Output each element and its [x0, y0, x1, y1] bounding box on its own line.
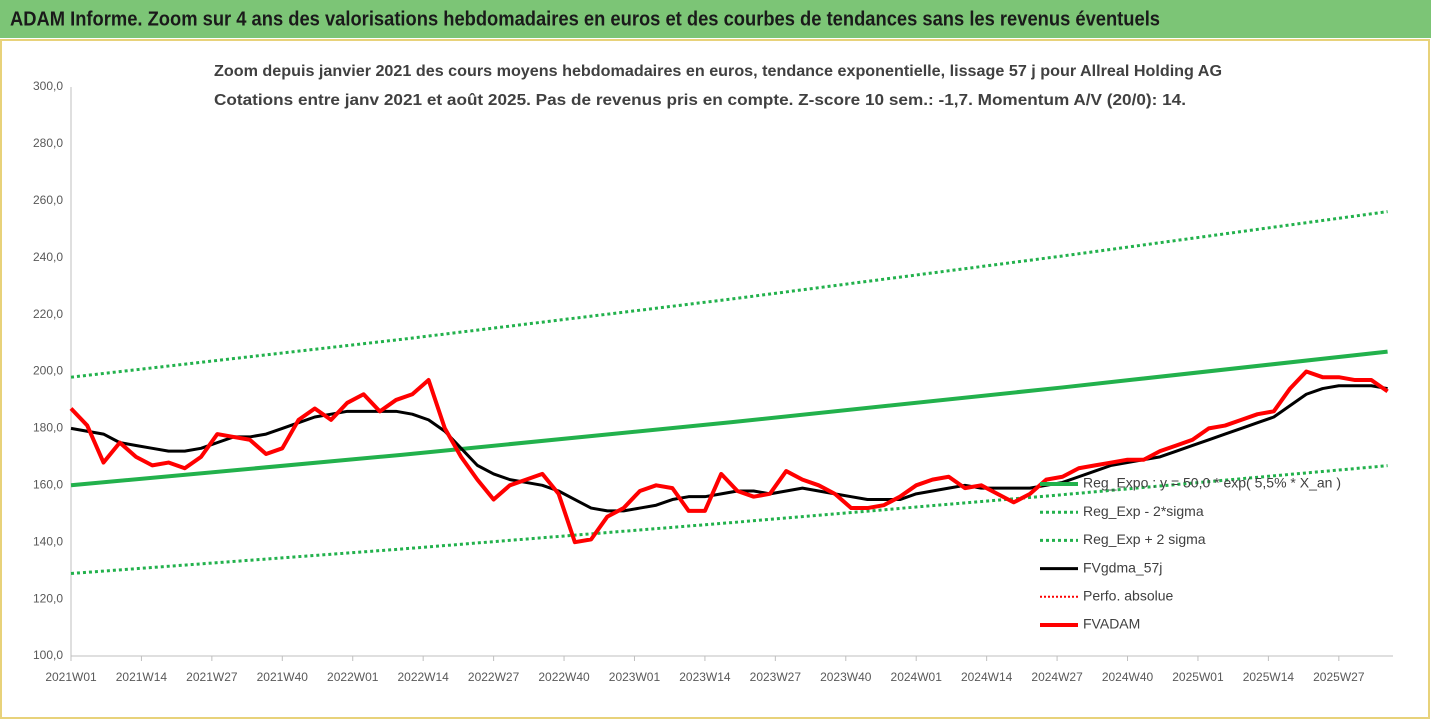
x-tick-label: 2023W14	[679, 670, 731, 684]
y-tick-label: 140,0	[33, 534, 63, 548]
chart-title: Zoom depuis janvier 2021 des cours moyen…	[214, 63, 1222, 80]
y-tick-label: 200,0	[33, 364, 63, 378]
y-tick-label: 260,0	[33, 193, 63, 207]
x-tick-label: 2024W27	[1031, 670, 1083, 684]
x-tick-label: 2024W14	[961, 670, 1013, 684]
x-tick-label: 2023W40	[820, 670, 872, 684]
x-tick-label: 2021W01	[45, 670, 97, 684]
y-tick-label: 160,0	[33, 477, 63, 491]
x-tick-label: 2025W27	[1313, 670, 1365, 684]
legend-label: Reg_Exp - 2*sigma	[1083, 503, 1204, 519]
series-line	[70, 349, 1388, 488]
legend-label: Perfo. absolue	[1083, 588, 1173, 604]
legend-label: FVADAM	[1083, 616, 1140, 632]
y-tick-label: 120,0	[33, 591, 63, 605]
x-tick-label: 2024W40	[1102, 670, 1154, 684]
x-tick-label: 2021W14	[116, 670, 168, 684]
y-tick-label: 240,0	[33, 250, 63, 264]
legend-label: FVgdma_57j	[1083, 559, 1162, 575]
header-bar	[0, 0, 1431, 38]
x-tick-label: 2021W27	[186, 670, 238, 684]
series-line	[70, 384, 1388, 513]
y-tick-label: 100,0	[33, 648, 63, 662]
header-title: ADAM Informe. Zoom sur 4 ans des valoris…	[10, 8, 1160, 30]
y-tick-label: 280,0	[33, 136, 63, 150]
y-tick-label: 180,0	[33, 421, 63, 435]
y-tick-label: 220,0	[33, 307, 63, 321]
x-tick-label: 2022W01	[327, 670, 379, 684]
x-tick-label: 2025W14	[1243, 670, 1295, 684]
x-tick-label: 2022W27	[468, 670, 520, 684]
x-tick-label: 2023W27	[750, 670, 802, 684]
x-tick-label: 2022W40	[538, 670, 590, 684]
series-line	[70, 464, 1388, 575]
chart-frame	[0, 39, 1430, 719]
chart-subtitle: Cotations entre janv 2021 et août 2025. …	[214, 92, 1186, 109]
x-tick-label: 2021W40	[257, 670, 309, 684]
legend-label: Reg_Expo : y = 50,0 * exp( 5,5% * X_an )	[1083, 475, 1341, 491]
x-tick-label: 2023W01	[609, 670, 661, 684]
legend-label: Reg_Exp + 2 sigma	[1083, 531, 1206, 547]
x-tick-label: 2024W01	[891, 670, 943, 684]
y-tick-label: 300,0	[33, 79, 63, 93]
x-tick-label: 2022W14	[397, 670, 449, 684]
series-line	[69, 369, 1389, 545]
x-tick-label: 2025W01	[1172, 670, 1224, 684]
